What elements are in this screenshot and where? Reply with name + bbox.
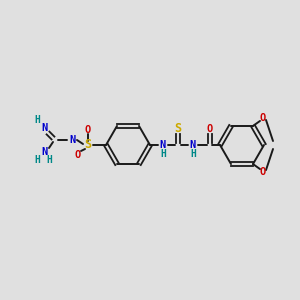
Text: H: H — [46, 155, 52, 165]
Text: O: O — [207, 124, 213, 134]
Text: S: S — [84, 139, 92, 152]
Text: N: N — [190, 140, 196, 150]
Text: H: H — [160, 149, 166, 159]
Text: O: O — [75, 150, 81, 160]
Text: H: H — [34, 155, 40, 165]
Text: O: O — [85, 125, 91, 135]
Text: N: N — [160, 140, 166, 150]
Text: N: N — [69, 135, 75, 145]
Text: S: S — [174, 122, 182, 136]
Text: O: O — [260, 113, 266, 123]
Text: H: H — [190, 149, 196, 159]
Text: N: N — [41, 123, 47, 133]
Text: O: O — [260, 167, 266, 177]
Text: N: N — [41, 147, 47, 157]
Text: H: H — [34, 115, 40, 125]
